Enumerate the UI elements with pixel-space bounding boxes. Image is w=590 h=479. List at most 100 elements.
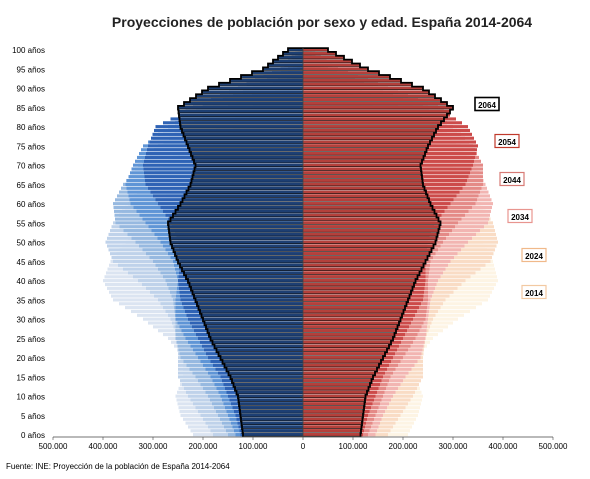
bar-male-2064-age-15 (230, 375, 303, 379)
series-2064 (168, 48, 453, 437)
bar-male-2064-age-74 (189, 148, 303, 152)
bar-female-2064-age-42 (303, 271, 420, 275)
year-label-2024: 2024 (525, 252, 543, 261)
bar-female-2064-age-41 (303, 275, 418, 279)
bar-female-2064-age-88 (303, 94, 435, 98)
bar-female-2064-age-90 (303, 86, 423, 90)
bar-female-2064-age-59 (303, 205, 433, 210)
bar-female-2064-age-37 (303, 290, 411, 294)
year-label-2014: 2014 (525, 289, 543, 298)
bar-male-2064-age-6 (240, 409, 303, 414)
bar-male-2064-age-37 (192, 290, 303, 294)
bar-male-2064-age-56 (170, 217, 303, 221)
bar-female-2064-age-54 (303, 225, 440, 229)
source-note: Fuente: INE: Proyección de la población … (6, 462, 230, 471)
bar-male-2064-age-81 (180, 121, 303, 125)
bar-female-2064-age-52 (303, 232, 438, 237)
bar-female-2064-age-83 (303, 113, 447, 117)
bar-male-2064-age-11 (236, 390, 303, 394)
bar-female-2064-age-25 (303, 336, 393, 340)
bar-male-2064-age-14 (232, 379, 303, 383)
x-tick-label: 200.000 (189, 442, 218, 451)
bar-female-2064-age-4 (303, 417, 363, 421)
bar-male-2064-age-47 (175, 252, 303, 256)
bar-male-2064-age-45 (178, 259, 303, 263)
y-tick-label: 35 años (17, 296, 45, 305)
bar-male-2064-age-83 (179, 113, 303, 117)
bar-female-2064-age-34 (303, 302, 407, 306)
bar-male-2064-age-5 (240, 413, 303, 417)
bar-female-2064-age-6 (303, 409, 364, 414)
bar-female-2064-age-60 (303, 202, 431, 206)
bar-female-2064-age-100 (303, 48, 328, 52)
bar-male-2064-age-26 (209, 332, 303, 337)
bar-male-2064-age-19 (222, 359, 303, 364)
bar-female-2064-age-50 (303, 240, 436, 244)
bar-male-2064-age-24 (212, 340, 303, 344)
bar-female-2064-age-71 (303, 159, 422, 163)
bar-male-2064-age-7 (239, 406, 303, 410)
bar-male-2064-age-44 (180, 263, 303, 267)
y-tick-label: 45 años (17, 258, 45, 267)
year-label-2064: 2064 (478, 101, 496, 110)
bar-female-2064-age-66 (303, 178, 423, 183)
bar-male-2064-age-73 (191, 152, 303, 156)
bar-male-2064-age-100 (288, 48, 303, 52)
x-tick-label: 100.000 (339, 442, 368, 451)
bar-male-2064-age-75 (188, 144, 303, 148)
y-tick-label: 100 años (12, 46, 45, 55)
bar-male-2064-age-38 (191, 286, 303, 290)
bar-male-2064-age-51 (170, 236, 303, 240)
bar-male-2064-age-89 (202, 90, 303, 94)
y-tick-label: 50 años (17, 239, 45, 248)
bar-male-2064-age-36 (194, 294, 303, 298)
bar-male-2064-age-22 (216, 348, 303, 352)
bar-female-2064-age-53 (303, 229, 439, 233)
bar-female-2064-age-92 (303, 78, 401, 83)
bar-female-2064-age-94 (303, 71, 379, 75)
x-tick-label: 100.000 (239, 442, 268, 451)
bar-female-2064-age-80 (303, 125, 438, 129)
y-tick-label: 10 años (17, 393, 45, 402)
bar-female-2064-age-96 (303, 63, 360, 67)
y-tick-label: 5 años (21, 412, 45, 421)
bar-male-2064-age-18 (224, 363, 303, 367)
bar-male-2064-age-87 (190, 98, 303, 102)
bar-male-2064-age-96 (268, 63, 303, 67)
bar-female-2064-age-38 (303, 286, 413, 290)
bar-female-2064-age-51 (303, 236, 437, 240)
year-label-box-2054 (494, 133, 520, 149)
bar-male-2064-age-88 (196, 94, 303, 98)
bar-female-2064-age-57 (303, 213, 437, 217)
bar-male-2064-age-41 (186, 275, 303, 279)
year-label-2054: 2054 (498, 138, 516, 147)
bar-female-2064-age-77 (303, 136, 432, 140)
y-tick-label: 40 años (17, 277, 45, 286)
bar-male-2064-age-80 (180, 125, 303, 129)
bar-male-2064-age-28 (206, 325, 303, 329)
bar-female-2064-age-91 (303, 82, 412, 86)
bar-male-2064-age-8 (239, 402, 303, 406)
bar-male-2064-age-82 (179, 117, 303, 121)
bar-female-2064-age-86 (303, 101, 447, 106)
bar-female-2064-age-44 (303, 263, 424, 267)
bar-female-2064-age-39 (303, 282, 414, 287)
bar-female-2064-age-32 (303, 309, 404, 314)
bar-female-2064-age-5 (303, 413, 363, 417)
bar-male-2064-age-61 (182, 198, 303, 202)
bar-male-2064-age-72 (192, 155, 303, 160)
bar-female-2064-age-21 (303, 352, 385, 356)
x-tick-label: 0 (301, 442, 306, 451)
bar-female-2064-age-28 (303, 325, 398, 329)
bar-female-2064-age-84 (303, 109, 450, 113)
bar-male-2064-age-53 (169, 229, 303, 233)
year-label-box-2064 (474, 96, 500, 112)
bar-female-2064-age-87 (303, 98, 441, 102)
y-tick-label: 20 años (17, 354, 45, 363)
bar-female-2064-age-1 (303, 429, 361, 433)
bar-female-2064-age-47 (303, 252, 430, 256)
bar-female-2064-age-22 (303, 348, 387, 352)
bar-female-2064-age-76 (303, 140, 430, 144)
bar-male-2064-age-63 (186, 190, 303, 194)
y-tick-label: 65 años (17, 181, 45, 190)
